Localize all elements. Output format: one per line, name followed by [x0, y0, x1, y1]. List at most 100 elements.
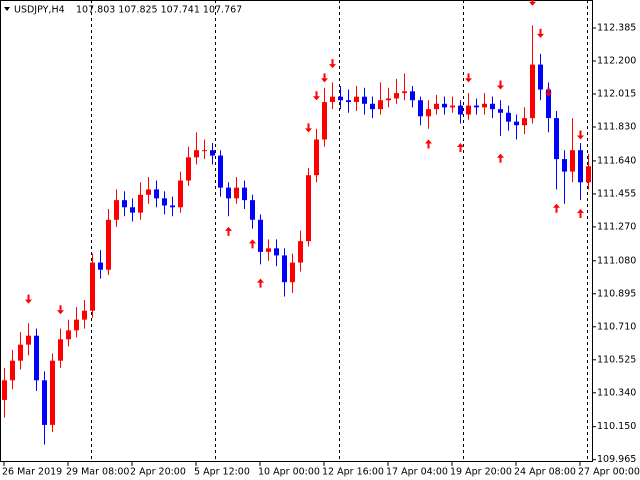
candle-body — [354, 96, 359, 103]
candle-body — [2, 380, 7, 400]
candle-body — [106, 219, 111, 270]
candle-body — [434, 103, 439, 110]
candle-body — [130, 207, 135, 213]
candle-body — [482, 103, 487, 108]
candle-body — [194, 150, 199, 158]
candle-body — [562, 159, 567, 172]
menu-triangle[interactable] — [4, 7, 10, 11]
y-tick-label: 111.455 — [597, 188, 636, 199]
candle-body — [74, 319, 79, 331]
candle-body — [306, 175, 311, 242]
down-arrow — [329, 59, 336, 69]
candle-body — [290, 262, 295, 283]
y-tick-label: 111.080 — [597, 255, 636, 266]
candle-body — [386, 98, 391, 101]
down-arrow — [465, 73, 472, 83]
candle-body — [162, 198, 167, 206]
y-tick-label: 111.830 — [597, 122, 636, 133]
candle-body — [546, 89, 551, 119]
period-separators — [91, 0, 588, 462]
candle-body — [514, 121, 519, 126]
down-arrow — [321, 73, 328, 83]
candle-body — [146, 189, 151, 195]
candle-body — [474, 105, 479, 108]
candle-body — [122, 200, 127, 208]
candle-body — [274, 248, 279, 256]
candle-body — [418, 100, 423, 117]
candle-body — [170, 205, 175, 208]
candle-body — [498, 109, 503, 113]
candle-body — [426, 109, 431, 117]
x-tick-label: 2 Apr 20:00 — [130, 467, 186, 478]
candle-body — [554, 118, 559, 160]
up-arrow — [225, 226, 232, 236]
down-arrow — [313, 91, 320, 101]
symbol-label: USDJPY,H4 — [14, 5, 65, 16]
candle-body — [266, 248, 271, 252]
y-tick-label: 112.015 — [597, 89, 636, 100]
candle-body — [186, 157, 191, 181]
candle-body — [330, 96, 335, 103]
y-tick-label: 110.710 — [597, 321, 636, 332]
candle-body — [522, 118, 527, 126]
candle-body — [458, 105, 463, 115]
x-tick-label: 5 Apr 12:00 — [194, 467, 250, 478]
candle-body — [258, 219, 263, 252]
candle-body — [26, 335, 31, 345]
up-arrow — [553, 203, 560, 213]
candle-body — [90, 262, 95, 311]
candle-body — [178, 180, 183, 208]
up-arrow — [457, 143, 464, 153]
down-arrow — [537, 28, 544, 38]
candle-body — [242, 187, 247, 201]
candle-body — [586, 166, 591, 183]
y-tick-label: 110.895 — [597, 288, 636, 299]
y-tick-label: 112.385 — [597, 23, 636, 34]
x-tick-label: 29 Mar 08:00 — [66, 467, 129, 478]
up-arrow — [577, 209, 584, 219]
x-tick-label: 10 Apr 00:00 — [258, 467, 320, 478]
candle-body — [450, 105, 455, 108]
candle-body — [490, 103, 495, 110]
candle-body — [402, 91, 407, 94]
candle-body — [218, 155, 223, 188]
x-tick-label: 17 Apr 04:00 — [386, 467, 448, 478]
down-arrow — [57, 305, 64, 315]
y-tick-label: 110.150 — [597, 421, 636, 432]
candle-body — [98, 262, 103, 270]
y-tick-label: 110.525 — [597, 354, 636, 365]
candle-body — [210, 150, 215, 156]
candle-body — [410, 91, 415, 101]
candle-body — [570, 150, 575, 172]
candle-body — [506, 112, 511, 122]
candle-body — [378, 100, 383, 110]
candle-body — [34, 335, 39, 381]
candle-body — [250, 200, 255, 220]
y-tick-label: 112.200 — [597, 56, 636, 67]
x-tick-label: 12 Apr 16:00 — [322, 467, 384, 478]
candle-body — [10, 360, 15, 381]
candle-body — [314, 139, 319, 176]
candle-body — [82, 310, 87, 320]
x-tick-label: 27 Apr 00:00 — [578, 467, 640, 478]
candle-body — [370, 103, 375, 110]
quote-label: 107.803 107.825 107.741 107.767 — [76, 5, 242, 16]
candle-body — [282, 255, 287, 283]
candle-body — [234, 187, 239, 199]
candle-body — [202, 150, 207, 152]
up-arrow — [257, 278, 264, 288]
candle-body — [578, 150, 583, 183]
y-tick-label: 109.965 — [597, 454, 636, 465]
down-arrow — [545, 87, 552, 97]
candle-body — [18, 344, 23, 361]
candle-body — [42, 380, 47, 425]
x-tick-label: 24 Apr 08:00 — [514, 467, 576, 478]
down-arrow — [577, 130, 584, 140]
y-tick-label: 110.340 — [597, 387, 636, 398]
candle-body — [466, 105, 471, 115]
y-tick-label: 111.640 — [597, 155, 636, 166]
candle-body — [58, 339, 63, 361]
candle-body — [394, 93, 399, 99]
candle-body — [138, 194, 143, 213]
